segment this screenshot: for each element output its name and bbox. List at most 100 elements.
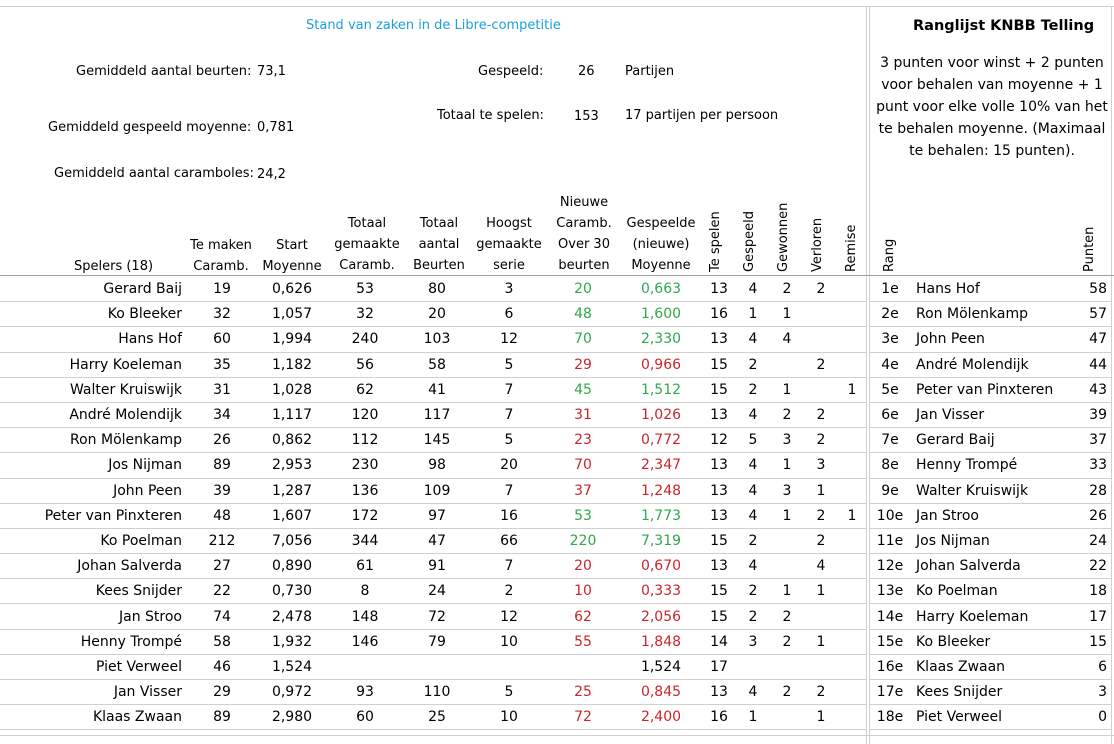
- played-cell: 2: [748, 532, 758, 549]
- table-row: 8e Henny Trompé 33: [870, 453, 1111, 478]
- table-row: 10e Jan Stroo 26: [870, 503, 1111, 529]
- to-play-cell: 13: [710, 558, 728, 575]
- played-cell: 4: [748, 507, 758, 524]
- player-name: Harry Koeleman: [69, 356, 182, 373]
- new-caramboles-cell: 31: [574, 407, 592, 424]
- divider: [869, 6, 870, 744]
- draw-cell: 1: [847, 381, 857, 398]
- played-cell: 2: [748, 381, 758, 398]
- player-name: Hans Hof: [118, 331, 182, 348]
- rank-cell: 14e: [876, 608, 904, 625]
- rank-name-cell: John Peen: [916, 331, 985, 348]
- to-make-cell: 46: [213, 658, 231, 675]
- played-cell: 1: [748, 306, 758, 323]
- played-moyenne-cell: 2,400: [640, 709, 682, 726]
- points-cell: 0: [1098, 709, 1107, 726]
- won-cell: 2: [782, 684, 792, 701]
- new-caramboles-cell: 48: [574, 306, 592, 323]
- played-moyenne-cell: 1,248: [640, 482, 682, 499]
- total-turns-cell: 91: [428, 558, 446, 575]
- header-played: Gespeeld: [742, 211, 757, 272]
- total-turns-cell: 47: [428, 532, 446, 549]
- start-moyenne-cell: 0,862: [271, 432, 313, 449]
- played-moyenne-cell: 0,845: [640, 684, 682, 701]
- start-moyenne-cell: 0,890: [271, 558, 313, 575]
- to-make-cell: 35: [213, 356, 231, 373]
- played-moyenne-cell: 0,663: [640, 281, 682, 298]
- points-cell: 28: [1089, 482, 1107, 499]
- table-row: André Molendijk 34 1,117 120 117 7 31 1,026 13 4 2…: [0, 402, 866, 428]
- table-row: Kees Snijder 22 0,730 8 24 2 10 0,333 15 2 1 1: [0, 579, 866, 604]
- start-moyenne-cell: 0,972: [271, 684, 313, 701]
- rank-cell: 7e: [881, 432, 899, 449]
- rank-name-cell: Ron Mölenkamp: [916, 306, 1028, 323]
- total-label: Totaal te spelen:: [437, 108, 544, 123]
- lost-cell: [804, 604, 838, 629]
- played-cell: 4: [748, 331, 758, 348]
- table-row: 2e Ron Mölenkamp 57: [870, 302, 1111, 327]
- rank-name-cell: André Molendijk: [916, 356, 1029, 373]
- header-draw: Remise: [844, 224, 859, 273]
- draw-cell: [838, 453, 866, 478]
- total-caramboles-cell: 172: [351, 507, 379, 524]
- new-caramboles-cell: 70: [574, 331, 592, 348]
- played-cell: 4: [748, 558, 758, 575]
- ranking-table: 1e Hans Hof 58 2e Ron Mölenkamp 57 3e John Peen…: [870, 277, 1111, 730]
- points-cell: 17: [1089, 608, 1107, 625]
- points-cell: 37: [1089, 432, 1107, 449]
- total-turns-cell: [402, 654, 472, 679]
- total-turns-cell: 109: [423, 482, 451, 499]
- highest-series-cell: 7: [504, 558, 514, 575]
- won-cell: [770, 705, 804, 730]
- draw-cell: [838, 528, 866, 553]
- played-moyenne-cell: 7,319: [640, 532, 682, 549]
- start-moyenne-cell: 0,626: [271, 281, 313, 298]
- highest-series-cell: 66: [500, 532, 518, 549]
- draw-cell: [838, 327, 866, 352]
- to-play-cell: 13: [710, 482, 728, 499]
- avg-caramboles-value: 24,2: [257, 167, 286, 182]
- players-table: Gerard Baij 19 0,626 53 80 3 20 0,663 13 4 2 2 Ko Bl…: [0, 277, 866, 730]
- rank-cell: 12e: [876, 558, 904, 575]
- new-caramboles-cell: 29: [574, 356, 592, 373]
- new-caramboles-cell: 20: [574, 281, 592, 298]
- rank-name-cell: Hans Hof: [916, 281, 980, 298]
- player-name: Johan Salverda: [77, 558, 182, 575]
- to-play-cell: 16: [710, 306, 728, 323]
- rank-name-cell: Kees Snijder: [916, 684, 1003, 701]
- new-caramboles-cell: 72: [574, 709, 592, 726]
- rank-cell: 4e: [881, 356, 899, 373]
- table-row: 5e Peter van Pinxteren 43: [870, 377, 1111, 403]
- highest-series-cell: 5: [504, 432, 514, 449]
- played-cell: 4: [748, 407, 758, 424]
- won-cell: 1: [782, 457, 792, 474]
- lost-cell: 2: [816, 432, 826, 449]
- table-row: 4e André Molendijk 44: [870, 352, 1111, 378]
- played-moyenne-cell: 0,772: [640, 432, 682, 449]
- played-value: 26: [578, 64, 595, 79]
- table-row: 18e Piet Verweel 0: [870, 705, 1111, 730]
- lost-cell: 1: [816, 583, 826, 600]
- player-name: Ron Mölenkamp: [70, 432, 182, 449]
- highest-series-cell: 5: [504, 356, 514, 373]
- start-moyenne-cell: 1,117: [271, 407, 313, 424]
- to-make-cell: 39: [213, 482, 231, 499]
- played-moyenne-cell: 1,512: [640, 381, 682, 398]
- table-row: Klaas Zwaan 89 2,980 60 25 10 72 2,400 16 1 1: [0, 705, 866, 730]
- header-total-turns: Totaal aantal Beurten: [413, 216, 465, 273]
- points-cell: 44: [1089, 356, 1107, 373]
- total-turns-cell: 24: [428, 583, 446, 600]
- table-row: 3e John Peen 47: [870, 327, 1111, 353]
- rank-cell: 8e: [881, 457, 899, 474]
- start-moyenne-cell: 1,994: [271, 331, 313, 348]
- to-make-cell: 27: [213, 558, 231, 575]
- lost-cell: 2: [816, 407, 826, 424]
- highest-series-cell: 7: [504, 381, 514, 398]
- player-name: John Peen: [113, 482, 182, 499]
- new-caramboles-cell: 45: [574, 381, 592, 398]
- total-turns-cell: 25: [428, 709, 446, 726]
- table-row: Jos Nijman 89 2,953 230 98 20 70 2,347 13 4 1 3: [0, 453, 866, 478]
- start-moyenne-cell: 1,524: [271, 658, 313, 675]
- start-moyenne-cell: 2,980: [271, 709, 313, 726]
